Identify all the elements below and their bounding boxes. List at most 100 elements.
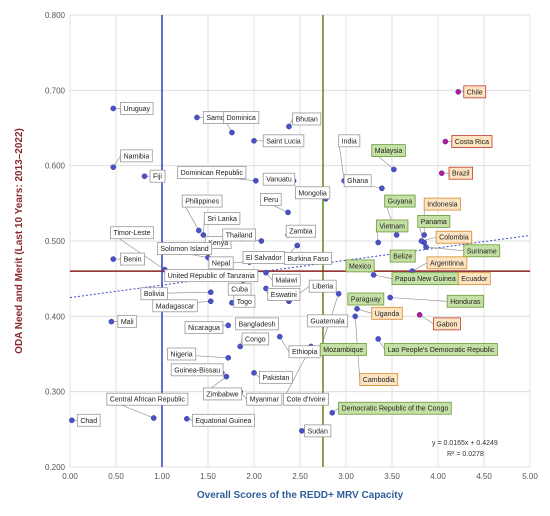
label-sudan: Sudan	[304, 424, 332, 438]
label-nigeria: Nigeria	[167, 347, 197, 361]
trendline-path	[69, 234, 531, 299]
connector-ethiopia	[279, 336, 290, 352]
label-text-madagascar: Madagascar	[156, 303, 195, 310]
y-tick-label: 0.600	[45, 162, 66, 171]
point-samoa	[194, 114, 200, 121]
label-box-nigeria	[167, 347, 197, 361]
point-guyana	[393, 232, 400, 238]
label-box-nicaragua	[184, 321, 224, 335]
label-box-dominican-republic	[177, 166, 247, 179]
label-equatorial-guinea: Equatorial Guinea	[191, 413, 255, 427]
label-text-guyana: Guyana	[388, 199, 413, 206]
x-axis-title: Overall Scores of the REDD+ MRV Capacity	[197, 490, 404, 501]
label-box-namibia	[120, 149, 153, 163]
label-fiji: Fiji	[149, 169, 166, 183]
y-tick-label: 0.800	[45, 11, 66, 20]
point-colombia	[418, 238, 425, 244]
point-vietnam	[375, 239, 382, 246]
reference-lines	[70, 15, 530, 467]
label-text-guatemala: Guatemala	[310, 318, 344, 325]
label-text-dominica: Dominica	[227, 115, 256, 122]
label-madagascar: Madagascar	[152, 299, 198, 313]
label-paraguay: Paraguay	[347, 292, 385, 306]
point-peru	[285, 209, 291, 216]
label-text-suriname: Suriname	[467, 248, 497, 255]
label-namibia: Namibia	[120, 149, 153, 163]
point-cambodia	[352, 313, 359, 320]
label-nepal: Nepal	[208, 256, 234, 270]
label-text-nepal: Nepal	[212, 260, 231, 267]
point-chile	[455, 89, 462, 95]
point-lao-people-s-democratic-republic	[375, 336, 382, 342]
point-philippines	[195, 227, 202, 234]
label-text-guinea-bissau: Guinea-Bissau	[174, 367, 220, 374]
label-el-salvador: El Salvador	[242, 251, 286, 264]
label-cote-d-ivoire: Cote d'Ivoire	[283, 392, 329, 406]
label-box-bangladesh	[235, 317, 279, 331]
label-text-belize: Belize	[393, 254, 412, 261]
label-box-congo	[241, 332, 270, 346]
x-tick-label: 0.50	[108, 472, 124, 481]
label-text-samoa: Samoa	[206, 115, 228, 122]
label-box-dominica	[223, 111, 260, 124]
label-text-democratic-republic-of-the-congo: Democratic Republic of the Congo	[342, 406, 449, 413]
point-malaysia	[391, 166, 397, 173]
label-liberia: Liberia	[308, 279, 337, 293]
label-box-guatemala	[306, 314, 349, 328]
label-pakistan: Pakistan	[259, 370, 293, 384]
point-equatorial-guinea	[184, 415, 190, 422]
x-tick-label: 0.00	[62, 472, 78, 481]
label-text-zambia: Zambia	[289, 229, 312, 236]
label-mongolia: Mongolia	[294, 186, 331, 200]
label-belize: Belize	[389, 249, 416, 263]
label-text-malaysia: Malaysia	[375, 148, 403, 155]
label-text-argentinna: Argentinna	[430, 260, 464, 267]
label-text-india: India	[342, 138, 357, 145]
label-text-ecuador: Ecuador	[461, 276, 488, 283]
label-text-bhutan: Bhutan	[296, 116, 318, 123]
label-uganda: Uganda	[371, 306, 403, 320]
point-indonesia	[421, 232, 428, 238]
label-cambodia: Cambodia	[359, 373, 399, 387]
label-malaysia: Malaysia	[371, 144, 406, 158]
trend-equation: y = 0.0165x + 0.4249 R² = 0.0278	[432, 440, 498, 458]
label-text-liberia: Liberia	[312, 284, 333, 291]
label-gabon: Gabon	[432, 317, 461, 331]
point-sudan	[299, 428, 305, 434]
point-pakistan	[251, 370, 257, 376]
label-box-fiji	[149, 169, 166, 183]
label-timor-leste: Timor-Leste	[110, 226, 154, 240]
label-mexico: Mexico	[345, 259, 375, 273]
label-box-sri-lanka	[203, 211, 241, 225]
label-text-cote-d-ivoire: Cote d'Ivoire	[286, 397, 325, 404]
label-bhutan: Bhutan	[292, 112, 322, 126]
point-madagascar	[207, 298, 214, 305]
y-tick-label: 0.200	[45, 463, 66, 472]
point-congo	[237, 343, 243, 350]
label-suriname: Suriname	[463, 244, 501, 258]
label-box-suriname	[463, 244, 501, 258]
label-bangladesh: Bangladesh	[235, 317, 279, 331]
label-text-timor-leste: Timor-Leste	[113, 230, 150, 237]
label-text-indonesia: Indonesia	[427, 202, 457, 209]
label-box-honduras	[446, 294, 484, 308]
label-box-bhutan	[292, 112, 322, 126]
label-eswatini: Eswatini	[267, 288, 301, 301]
label-box-sudan	[304, 424, 332, 438]
label-text-dominican-republic: Dominican Republic	[181, 170, 244, 177]
label-text-gabon: Gabon	[436, 321, 457, 328]
point-zimbabwe	[223, 373, 230, 380]
label-united-republic-of-tanzania: United Republic of Tanzania	[164, 269, 259, 283]
label-text-peru: Peru	[263, 197, 278, 204]
label-cuba: Cuba	[227, 282, 252, 296]
label-text-central-african-republic: Central African Republic	[110, 397, 186, 404]
label-box-nepal	[208, 256, 234, 270]
label-colombia: Colombia	[435, 230, 473, 244]
label-text-burkina-faso: Burkina Faso	[287, 256, 328, 263]
label-ghana: Ghana	[343, 174, 372, 188]
label-vietnam: Vietnam	[375, 219, 409, 233]
y-tick-label: 0.500	[45, 237, 66, 246]
label-text-zimbabwe: Zimbabwe	[206, 391, 238, 398]
point-brazil	[438, 170, 445, 176]
point-costa-rica	[442, 138, 449, 145]
